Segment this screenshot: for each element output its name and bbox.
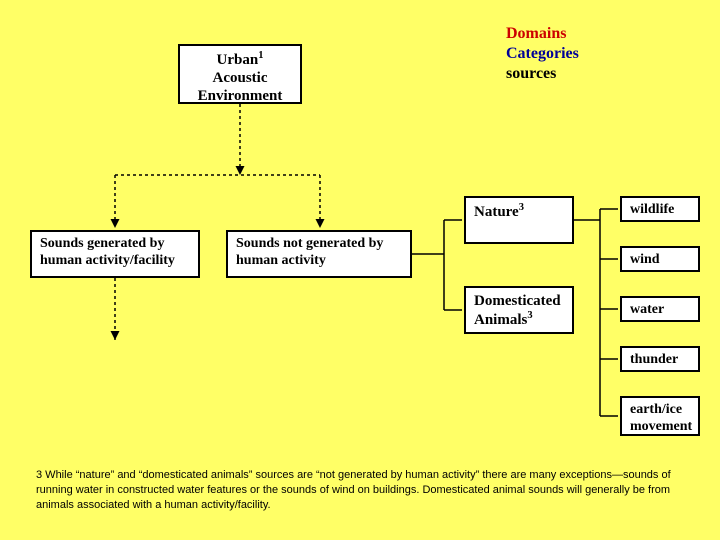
legend-categories: Categories	[506, 44, 579, 64]
footnote: 3 While “nature” and “domesticated anima…	[36, 468, 676, 513]
nature-text: Nature	[474, 204, 519, 220]
water-text: water	[630, 302, 664, 317]
domestic-sup: 3	[527, 310, 532, 321]
node-domesticated: Domesticated Animals3	[464, 286, 574, 334]
domestic-l1: Domesticated	[474, 293, 561, 309]
not-human-l1: Sounds not generated by	[236, 236, 383, 251]
node-nature: Nature3	[464, 196, 574, 244]
footnote-text: While “nature” and “domesticated animals…	[36, 469, 671, 511]
nature-sup: 3	[519, 202, 524, 213]
wildlife-text: wildlife	[630, 202, 674, 217]
wind-text: wind	[630, 252, 660, 267]
domestic-l2: Animals	[474, 312, 527, 328]
node-root: Urban1 Acoustic Environment	[178, 44, 302, 104]
node-human-generated: Sounds generated by human activity/facil…	[30, 230, 200, 278]
node-wind: wind	[620, 246, 700, 272]
legend-block: Domains Categories sources	[506, 24, 579, 84]
root-line1: Urban	[217, 52, 259, 68]
node-thunder: thunder	[620, 346, 700, 372]
thunder-text: thunder	[630, 352, 678, 367]
legend-sources: sources	[506, 64, 579, 84]
node-earth: earth/ice movement	[620, 396, 700, 436]
not-human-l2: human activity	[236, 253, 326, 268]
earth-l1: earth/ice	[630, 402, 682, 417]
human-gen-l1: Sounds generated by	[40, 236, 164, 251]
node-not-human-generated: Sounds not generated by human activity	[226, 230, 412, 278]
human-gen-l2: human activity/facility	[40, 253, 175, 268]
node-water: water	[620, 296, 700, 322]
earth-l2: movement	[630, 419, 692, 434]
root-line2: Acoustic	[213, 70, 268, 86]
node-wildlife: wildlife	[620, 196, 700, 222]
root-sup: 1	[258, 50, 263, 61]
root-line3: Environment	[198, 88, 283, 104]
legend-domains: Domains	[506, 24, 579, 44]
